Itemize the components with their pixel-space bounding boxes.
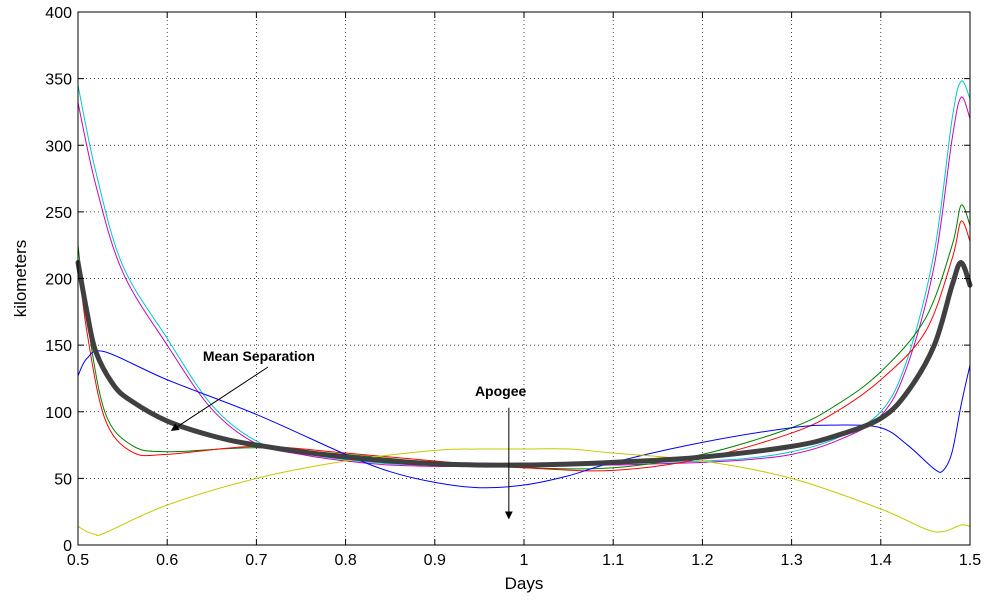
- y-tick-label: 250: [45, 205, 72, 222]
- series-line-6: [77, 448, 971, 537]
- x-axis-ticks: 0.5 0.6 0.7 0.8 0.9 1 1.1 1.2 1.3 1.4 1.5: [67, 12, 981, 569]
- y-tick-label: 150: [45, 338, 72, 355]
- y-tick-label: 0: [63, 538, 72, 555]
- annotation-label: Mean Separation: [203, 348, 315, 364]
- series-line-4: [77, 220, 971, 472]
- y-tick-label: 350: [45, 72, 72, 89]
- y-tick-label: 50: [54, 471, 72, 488]
- x-tick-label: 0.8: [334, 552, 356, 569]
- series-line-1: [77, 80, 971, 466]
- x-tick-label: 1.2: [691, 552, 713, 569]
- x-tick-label: 0.9: [424, 552, 446, 569]
- series-line-7: [75, 260, 973, 468]
- y-axis-label: kilometers: [11, 240, 30, 317]
- x-tick-label: 1.4: [870, 552, 892, 569]
- x-tick-label: 0.7: [245, 552, 267, 569]
- series-line-3: [77, 204, 971, 470]
- series-line-5: [77, 350, 971, 489]
- y-tick-label: 100: [45, 405, 72, 422]
- series-group: [75, 80, 973, 537]
- x-tick-label: 0.5: [67, 552, 89, 569]
- y-tick-label: 400: [45, 5, 72, 22]
- y-tick-label: 200: [45, 272, 72, 289]
- x-tick-label: 1: [520, 552, 529, 569]
- annotation-arrow: [170, 366, 269, 431]
- y-tick-label: 300: [45, 138, 72, 155]
- annotation-label: Apogee: [475, 383, 527, 399]
- x-axis-label: Days: [505, 574, 544, 593]
- x-tick-label: 1.5: [959, 552, 981, 569]
- x-tick-label: 1.1: [602, 552, 624, 569]
- y-axis-ticks: 0 50 100 150 200 250 300 350 400: [45, 5, 970, 555]
- x-tick-label: 1.3: [780, 552, 802, 569]
- annotations: Mean Separation Apogee: [170, 348, 527, 520]
- x-tick-label: 0.6: [156, 552, 178, 569]
